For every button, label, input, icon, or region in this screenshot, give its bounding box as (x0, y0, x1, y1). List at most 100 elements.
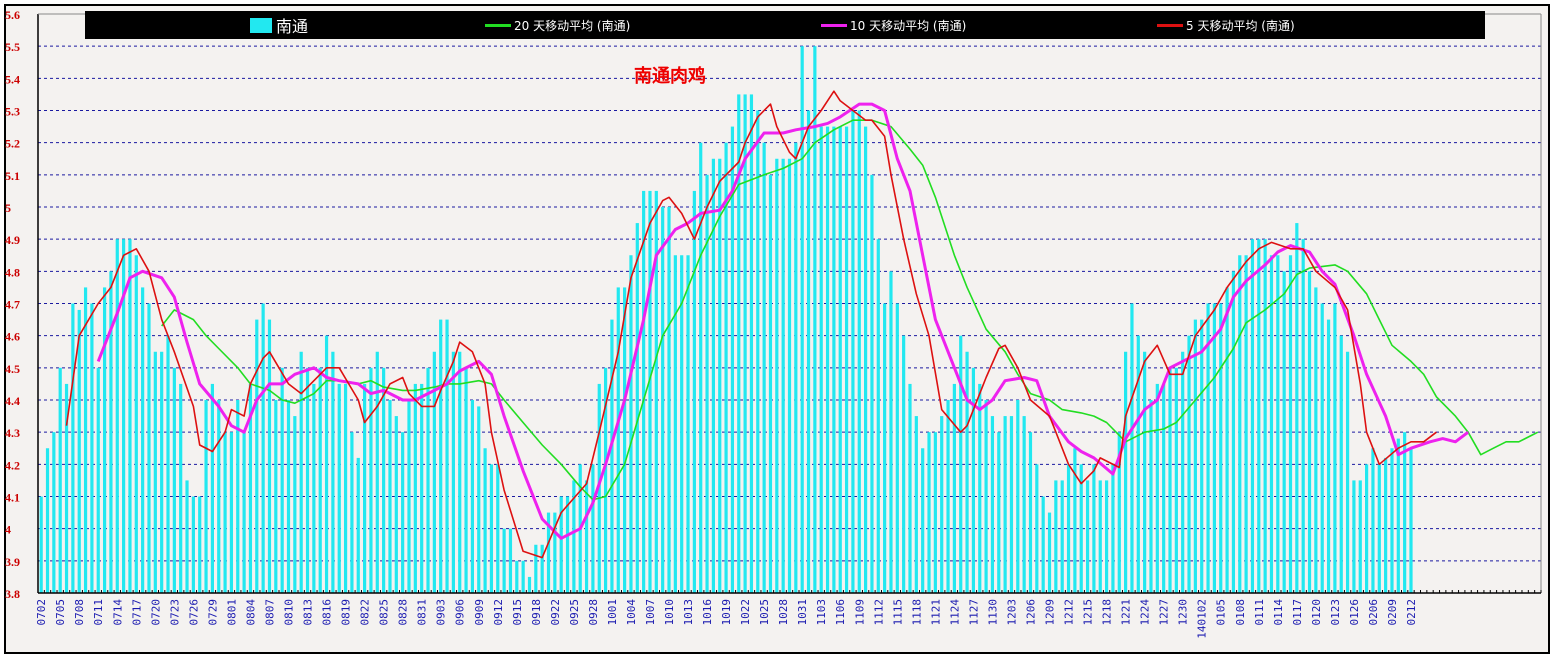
bar (610, 319, 614, 593)
bar (160, 351, 164, 593)
chart-title: 南通肉鸡 (634, 66, 706, 87)
x-tick-label: 0212 (1405, 599, 1418, 626)
y-tick-label: 5.2 (5, 137, 20, 151)
bar (217, 400, 221, 593)
bar (730, 126, 735, 593)
bar (223, 432, 227, 593)
bar (1409, 448, 1413, 593)
bar (654, 190, 658, 593)
x-tick-label: 1230 (1177, 599, 1190, 626)
bar (470, 400, 475, 593)
x-tick-label: 1109 (853, 599, 866, 626)
bar (90, 303, 94, 593)
x-tick-label: 0925 (568, 599, 581, 626)
x-tick-label: 0711 (92, 599, 105, 626)
bar (191, 496, 195, 593)
bar (147, 303, 151, 593)
x-tick-label: 1103 (815, 599, 828, 626)
bar (261, 303, 265, 593)
x-tick-label: 1221 (1120, 599, 1133, 626)
x-tick-label: 1203 (1005, 599, 1018, 626)
x-tick-label: 1031 (796, 599, 809, 626)
bar (293, 416, 297, 593)
bar (959, 335, 963, 593)
bar (464, 367, 468, 593)
x-tick-label: 1025 (758, 599, 771, 626)
bar (883, 303, 887, 593)
bar (1219, 303, 1223, 593)
bar (134, 255, 138, 593)
bar (971, 367, 976, 593)
x-tick-label: 0702 (35, 599, 48, 626)
x-tick-label: 1013 (682, 599, 695, 626)
x-tick-label: 0831 (416, 599, 429, 626)
bar (946, 400, 950, 593)
legend-swatch-ma5 (1157, 23, 1183, 27)
bar (496, 464, 500, 593)
y-tick-label: 4.6 (5, 330, 20, 344)
bar (331, 351, 335, 593)
bar (337, 383, 341, 593)
x-tick-label: 1209 (1044, 599, 1057, 626)
bar (1301, 239, 1305, 593)
bar (1073, 448, 1077, 593)
bar (1155, 383, 1159, 593)
x-tick-label: 1121 (929, 599, 942, 626)
x-tick-label: 1022 (739, 599, 752, 626)
bar (921, 448, 925, 593)
bar (1352, 480, 1356, 593)
bar (363, 383, 367, 593)
bar (1104, 480, 1109, 593)
x-tick-label: 0714 (111, 599, 124, 626)
legend-label: 5 天移动平均 (南通) (1186, 18, 1295, 33)
bar (1117, 432, 1121, 593)
bar (737, 94, 741, 594)
bar (1384, 457, 1388, 593)
y-tick-label: 5.3 (5, 105, 20, 119)
bar (324, 335, 329, 593)
bar (623, 287, 627, 593)
bar (1345, 351, 1350, 593)
bar (572, 480, 576, 593)
bar (280, 367, 284, 593)
bar (407, 400, 411, 593)
bar (832, 126, 836, 593)
bar (102, 287, 107, 593)
line-ma10 (96, 102, 1470, 540)
x-tick-label: 0810 (283, 599, 296, 626)
bar (1085, 480, 1090, 593)
bar (705, 174, 709, 594)
bar (1288, 255, 1293, 593)
bar (603, 367, 608, 593)
y-tick-label: 5.4 (5, 72, 20, 86)
bar (680, 255, 684, 593)
y-tick-label: 4.3 (5, 426, 20, 440)
bar (1098, 480, 1102, 593)
bar (762, 142, 766, 593)
x-tick-label: 1227 (1158, 599, 1171, 626)
x-tick-label: 0906 (454, 599, 467, 626)
bar (1257, 239, 1261, 593)
x-tick-label: 0909 (473, 599, 486, 626)
bar (699, 142, 703, 593)
x-tick-label: 0726 (187, 599, 200, 626)
bar (1238, 255, 1242, 593)
x-tick-label: 1218 (1101, 599, 1114, 626)
bar (83, 287, 88, 593)
y-tick-label: 3.8 (5, 587, 20, 601)
bar (1187, 335, 1191, 593)
bar (1377, 464, 1381, 593)
bar (1225, 287, 1229, 593)
x-tick-label: 0708 (73, 599, 86, 626)
x-tick-label: 1118 (910, 599, 923, 626)
bar (1333, 303, 1337, 593)
bar (39, 496, 43, 593)
bar (1047, 512, 1052, 593)
bar (141, 287, 145, 593)
x-tick-label: 1028 (777, 599, 790, 626)
bar (1282, 271, 1286, 593)
bar (997, 432, 1001, 593)
x-tick-label: 0209 (1386, 599, 1399, 626)
bar (312, 383, 316, 593)
bar (318, 367, 322, 593)
